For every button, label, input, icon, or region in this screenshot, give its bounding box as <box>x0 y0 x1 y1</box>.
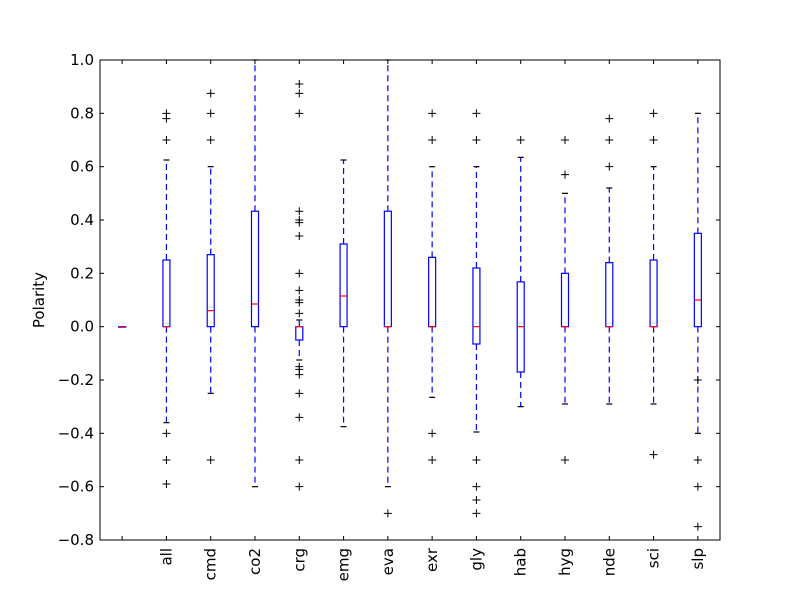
outlier-marker <box>295 207 304 216</box>
box-group <box>605 114 614 405</box>
iqr-box <box>472 267 481 345</box>
outlier-marker <box>605 136 614 144</box>
outlier-marker <box>295 232 304 240</box>
y-axis: −0.8 −0.6 −0.4 −0.2 0.0 0.2 0.4 0.6 0.8 1.0 <box>58 51 720 549</box>
y-tick-label: 1.0 <box>70 51 94 69</box>
x-tick-label: sci <box>645 548 663 568</box>
outlier-marker <box>162 114 171 123</box>
iqr-box <box>693 232 702 328</box>
outlier-marker <box>295 370 304 379</box>
plot-area <box>100 60 720 540</box>
outlier-marker <box>472 482 481 491</box>
outlier-marker <box>295 413 304 422</box>
x-tick-label: slp <box>689 548 707 570</box>
outlier-marker <box>206 136 215 144</box>
outlier-marker <box>561 136 569 144</box>
y-tick-label: 0.8 <box>70 104 94 122</box>
outlier-marker <box>295 218 304 227</box>
outlier-marker <box>649 136 658 144</box>
x-axis: all cmd co2 crg emg eva exr gly hab hyg nde sci slp <box>121 60 707 581</box>
iqr-box <box>206 254 215 328</box>
x-tick-label: exr <box>423 547 441 572</box>
box-group <box>472 109 481 518</box>
outlier-marker <box>472 496 481 504</box>
boxes-layer <box>118 59 702 531</box>
y-tick-label: −0.8 <box>58 531 94 549</box>
outlier-marker <box>295 482 304 491</box>
outlier-marker <box>693 482 702 491</box>
outlier-marker <box>295 389 304 398</box>
outlier-marker <box>295 456 304 464</box>
box-group <box>339 159 348 428</box>
outlier-marker <box>295 309 304 318</box>
box-group <box>693 112 702 531</box>
y-axis-label: Polarity <box>30 272 48 328</box>
outlier-marker <box>605 162 614 171</box>
outlier-marker <box>649 109 658 118</box>
outlier-marker <box>472 456 481 464</box>
outlier-marker <box>693 376 702 384</box>
box-group <box>383 59 392 518</box>
outlier-marker <box>693 522 702 531</box>
y-tick-label: −0.6 <box>58 478 94 496</box>
x-tick-label: all <box>157 548 175 566</box>
outlier-marker <box>472 136 481 144</box>
iqr-box <box>250 210 260 328</box>
iqr-box <box>339 243 348 328</box>
outlier-marker <box>162 480 171 488</box>
box-group <box>560 136 570 464</box>
box-group <box>295 80 304 491</box>
outlier-marker <box>162 136 171 144</box>
y-tick-label: 0.4 <box>70 211 94 229</box>
y-tick-label: −0.4 <box>58 424 94 442</box>
outlier-marker <box>516 136 525 144</box>
outlier-marker <box>295 286 304 295</box>
outlier-marker <box>206 456 215 464</box>
plot-frame <box>99 59 721 541</box>
box-group <box>428 109 437 464</box>
outlier-marker <box>295 80 304 88</box>
outlier-marker <box>206 109 215 118</box>
box-group <box>206 89 215 464</box>
outlier-marker <box>649 450 658 459</box>
y-tick-label: 0.6 <box>70 158 94 176</box>
outlier-marker <box>295 298 304 307</box>
box-group <box>162 109 171 488</box>
outlier-marker <box>472 509 481 518</box>
x-tick-label: crg <box>290 548 308 572</box>
outlier-marker <box>561 170 569 179</box>
outlier-marker <box>295 89 304 98</box>
x-tick-label: hab <box>512 548 530 576</box>
outlier-marker <box>428 456 437 464</box>
y-tick-label: −0.2 <box>58 371 94 389</box>
x-tick-label: gly <box>467 548 485 571</box>
box-group <box>516 136 525 408</box>
outlier-marker <box>383 509 392 518</box>
y-tick-label: 0.2 <box>70 264 94 282</box>
outlier-marker <box>295 269 304 278</box>
outlier-marker <box>162 429 171 438</box>
x-tick-label: hyg <box>556 548 574 576</box>
y-tick-label: 0.0 <box>70 318 94 336</box>
x-tick-label: nde <box>600 548 618 576</box>
outlier-marker <box>693 456 702 464</box>
outlier-marker <box>428 109 437 118</box>
x-tick-label: eva <box>379 548 397 575</box>
outlier-marker <box>428 136 437 144</box>
outlier-marker <box>561 456 569 464</box>
outlier-marker <box>162 456 171 464</box>
box-group <box>649 109 658 459</box>
outlier-marker <box>605 114 614 123</box>
x-tick-label: cmd <box>202 548 220 580</box>
x-tick-label: emg <box>335 548 353 581</box>
outlier-marker <box>472 109 481 118</box>
outlier-marker <box>428 429 437 438</box>
x-tick-label: co2 <box>246 548 264 575</box>
box-group <box>118 326 127 328</box>
outlier-marker <box>206 89 215 98</box>
outlier-marker <box>295 109 304 118</box>
